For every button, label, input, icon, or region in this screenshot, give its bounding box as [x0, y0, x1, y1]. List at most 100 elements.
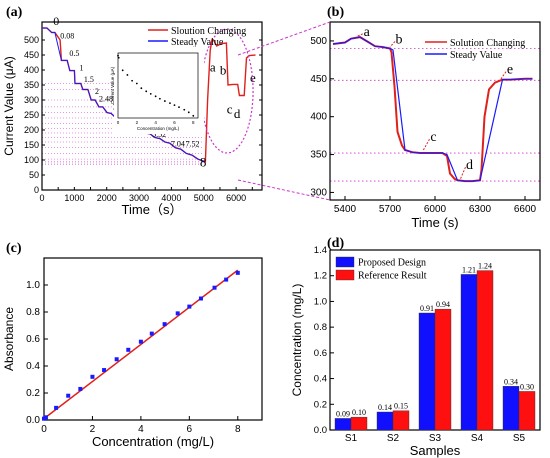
y-axis-label: Concentration (mg/L): [290, 284, 304, 397]
x-tick-label: 6300: [469, 204, 492, 215]
plot-frame: [43, 257, 263, 421]
panel-a: 0 1000 2000 3000 4000 5000 6000050100150200250…: [2, 5, 263, 217]
data-point: [198, 296, 203, 301]
annotation-label: d: [466, 158, 473, 173]
bar-value-label: 0.15: [394, 402, 408, 411]
y-tick-label: 0.8: [314, 322, 327, 333]
zoom-connector-top: [237, 21, 331, 56]
bar-proposed-design: [460, 274, 478, 431]
plot-frame: [41, 21, 263, 191]
inset-x-tick-label: 0: [117, 120, 120, 125]
inset-x-tick-label: 6: [173, 120, 176, 125]
y-tick-label: 150: [24, 140, 39, 150]
y-tick-label: 500: [24, 35, 39, 45]
data-point: [187, 304, 192, 309]
inset-point: [178, 106, 180, 109]
y-tick-label: 250: [24, 110, 39, 120]
y-tick-label: 0.0: [26, 415, 40, 426]
x-tick-label: 6: [187, 424, 193, 435]
panel-c: 0 2 4 6 8 0.0 0.2 0.4 0.6 0.8 1.0 (c) Concentration …: [2, 241, 263, 449]
x-tick-label: 6000: [226, 193, 246, 203]
annotation-arrow: [356, 33, 363, 37]
legend-entry: Proposed Design: [358, 258, 426, 269]
y-tick-label: 0.8: [26, 307, 40, 318]
y-tick-label: 350: [310, 150, 327, 161]
annotation-label: d: [234, 106, 241, 121]
annotation-arrow: [460, 166, 466, 179]
data-point: [114, 357, 119, 362]
data-point: [90, 374, 95, 379]
inset-point: [149, 92, 152, 95]
data-point: [54, 405, 59, 410]
annotation-label: e: [507, 63, 513, 78]
y-axis-label: Current Value (μA): [2, 56, 16, 155]
x-tick-label: 6600: [514, 204, 537, 215]
legend-swatch: [335, 269, 355, 281]
y-tick-label: 450: [310, 74, 327, 85]
data-point: [162, 322, 167, 327]
y-tick-label: 200: [24, 125, 39, 135]
panel-label: (b): [327, 5, 344, 20]
x-tick-label: 5000: [194, 193, 214, 203]
y-tick-label: 400: [24, 65, 39, 75]
inset-y-axis-label: Current Value (μA): [110, 66, 115, 104]
annotation-label: b: [396, 32, 403, 47]
bar-value-label: 0.94: [436, 300, 450, 309]
annotation-label: 2.48: [99, 95, 113, 104]
x-tick-label: 3000: [129, 193, 149, 203]
annotation-label: b: [220, 63, 227, 78]
x-tick-label: 5700: [379, 204, 402, 215]
zoom-ellipse: [200, 28, 254, 154]
annotation-arrow: [500, 71, 507, 80]
y-axis-label: Absorbance: [2, 307, 16, 371]
y-tick-label: 1.0: [26, 280, 40, 291]
inset-x-tick-label: 2: [136, 120, 139, 125]
bar-value-label: 0.09: [336, 409, 350, 418]
y-tick-label: 500: [310, 36, 327, 47]
x-tick-label: 0: [39, 193, 44, 203]
legend-entry: Slоution Changing: [171, 26, 246, 37]
zoom-connector: [237, 21, 331, 201]
panel-label: (c): [6, 241, 22, 256]
y-tick-label: 0.2: [26, 388, 40, 399]
bar-value-label: 1.21: [462, 265, 476, 274]
bar-value-label: 0.91: [420, 304, 434, 313]
inset-point: [126, 74, 129, 76]
x-tick-label: 6000: [424, 204, 447, 215]
data-point: [224, 277, 229, 282]
y-tick-label: 0.4: [314, 374, 327, 385]
y-tick-label: 50: [29, 170, 39, 180]
x-tick-label: S3: [429, 433, 442, 444]
inset-point: [140, 87, 143, 90]
series-line-solution-changing: [332, 36, 533, 183]
inset-point: [117, 54, 119, 57]
inset-point: [121, 69, 124, 72]
bar-value-label: 0.30: [520, 382, 534, 391]
y-tick-label: 1.2: [314, 271, 327, 282]
x-tick-label: 5400: [334, 204, 357, 215]
annotation-label: 0: [53, 14, 59, 28]
y-tick-label: 1.4: [314, 245, 327, 256]
annotation-label: a: [210, 60, 216, 75]
bar-value-label: 0.14: [378, 403, 392, 412]
y-tick-label: 300: [310, 187, 327, 198]
data-point: [212, 285, 217, 290]
inset-point: [187, 111, 190, 114]
x-tick-label: 1000: [64, 193, 84, 203]
inset-frame: [117, 52, 199, 119]
x-tick-label: 4000: [161, 193, 181, 203]
annotation-label: a: [364, 25, 371, 40]
x-tick-label: S1: [345, 433, 358, 444]
inset-x-axis-label: Concentration (mg/L): [137, 126, 180, 131]
bar-reference-result: [476, 270, 494, 431]
data-point: [235, 270, 240, 275]
y-tick-label: 0.2: [314, 399, 327, 410]
bar-reference-result: [434, 308, 452, 431]
data-point: [138, 339, 143, 344]
inset-point: [173, 104, 176, 107]
y-tick-label: 0.6: [26, 334, 40, 345]
inset-point: [183, 108, 186, 111]
x-tick-label: S2: [387, 433, 400, 444]
x-tick-label: S5: [513, 433, 526, 444]
annotation-label: 2: [95, 87, 99, 96]
